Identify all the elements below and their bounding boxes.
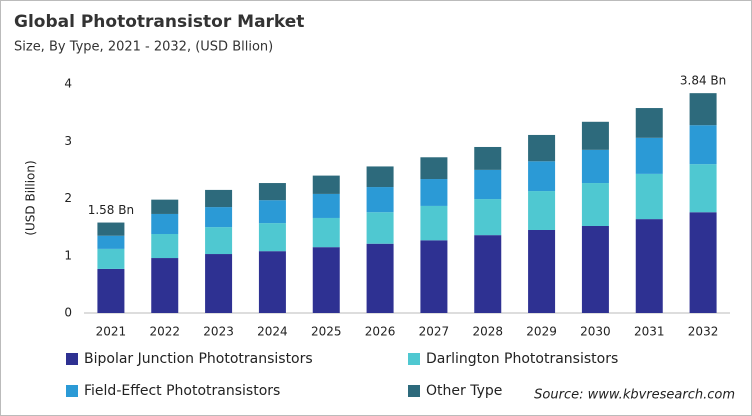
bar-segment bbox=[312, 217, 340, 248]
bar-segment bbox=[97, 222, 125, 236]
bar-segment bbox=[420, 240, 448, 313]
bar-segment bbox=[258, 200, 286, 224]
x-tick-label: 2022 bbox=[149, 325, 180, 339]
bar-segment bbox=[366, 187, 394, 213]
x-tick-label: 2024 bbox=[257, 325, 288, 339]
x-tick-label: 2023 bbox=[203, 325, 234, 339]
bar-segment bbox=[205, 227, 233, 255]
y-tick-label: 1 bbox=[64, 248, 72, 262]
x-tick-label: 2031 bbox=[634, 325, 665, 339]
x-tick-label: 2032 bbox=[688, 325, 719, 339]
data-label: 3.84 Bn bbox=[680, 74, 726, 88]
bar-segment bbox=[689, 164, 717, 213]
legend-label: Bipolar Junction Phototransistors bbox=[84, 351, 313, 367]
bar-segment bbox=[581, 149, 609, 184]
bar-segment bbox=[689, 212, 717, 313]
x-tick-label: 2025 bbox=[311, 325, 342, 339]
bar-segment bbox=[151, 233, 179, 259]
x-tick-label: 2026 bbox=[365, 325, 396, 339]
bar-segment bbox=[366, 212, 394, 244]
legend-label: Field-Effect Phototransistors bbox=[84, 383, 280, 399]
bar-segment bbox=[205, 189, 233, 208]
bar-segment bbox=[97, 235, 125, 249]
legend-swatch bbox=[408, 385, 420, 397]
legend-swatch bbox=[66, 353, 78, 365]
bar-segment bbox=[258, 183, 286, 201]
bar-segment bbox=[528, 134, 556, 162]
bar-segment bbox=[258, 223, 286, 252]
bar-segment bbox=[420, 179, 448, 206]
bar-segment bbox=[420, 157, 448, 180]
bar-segment bbox=[312, 247, 340, 313]
bar-segment bbox=[689, 125, 717, 165]
y-axis-label: (USD Billion) bbox=[24, 160, 38, 235]
bar-segment bbox=[474, 199, 502, 236]
bar-segment bbox=[366, 166, 394, 188]
bar-segment bbox=[528, 191, 556, 230]
x-tick-label: 2021 bbox=[96, 325, 127, 339]
bar-segment bbox=[635, 137, 663, 174]
y-tick-label: 2 bbox=[64, 191, 72, 205]
bar-segment bbox=[312, 193, 340, 218]
bar-segment bbox=[258, 251, 286, 313]
bar-segment bbox=[581, 121, 609, 150]
bar-segment bbox=[151, 199, 179, 214]
y-tick-label: 3 bbox=[64, 134, 72, 148]
y-tick-label: 4 bbox=[64, 77, 72, 91]
legend-label: Other Type bbox=[426, 383, 502, 399]
bar-segment bbox=[151, 213, 179, 234]
chart-title: Global Phototransistor Market bbox=[14, 12, 304, 32]
source: Source: www.kbvresearch.com bbox=[534, 388, 735, 403]
data-label: 1.58 Bn bbox=[88, 203, 134, 217]
bar-segment bbox=[474, 169, 502, 200]
bar-segment bbox=[151, 258, 179, 313]
bar-segment bbox=[635, 173, 663, 220]
chart-subtitle: Size, By Type, 2021 - 2032, (USD Bllion) bbox=[14, 40, 273, 55]
bar-segment bbox=[635, 108, 663, 138]
bar-segment bbox=[366, 243, 394, 313]
x-tick-label: 2027 bbox=[419, 325, 450, 339]
bar-segment bbox=[528, 229, 556, 313]
bar-segment bbox=[581, 225, 609, 313]
bar-segment bbox=[528, 161, 556, 192]
bar-segment bbox=[581, 183, 609, 226]
bar-segment bbox=[205, 207, 233, 228]
legend-label: Darlington Phototransistors bbox=[426, 351, 618, 367]
legend-swatch bbox=[66, 385, 78, 397]
bar-segment bbox=[97, 248, 125, 269]
bar-segment bbox=[474, 235, 502, 313]
x-tick-label: 2028 bbox=[472, 325, 503, 339]
y-tick-label: 0 bbox=[64, 306, 72, 320]
bar-segment bbox=[97, 268, 125, 313]
bar-segment bbox=[312, 175, 340, 194]
x-tick-label: 2029 bbox=[526, 325, 557, 339]
bar-segment bbox=[474, 146, 502, 170]
bar-segment bbox=[420, 205, 448, 241]
bar-segment bbox=[205, 254, 233, 313]
bar-segment bbox=[689, 93, 717, 126]
legend-swatch bbox=[408, 353, 420, 365]
x-tick-label: 2030 bbox=[580, 325, 611, 339]
bar-segment bbox=[635, 219, 663, 313]
